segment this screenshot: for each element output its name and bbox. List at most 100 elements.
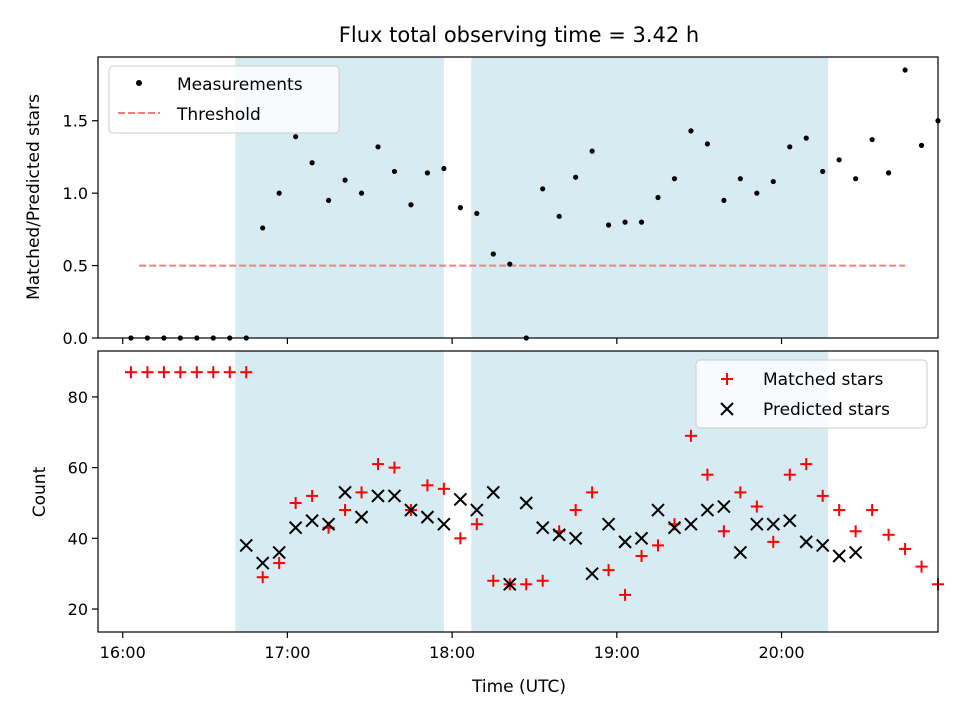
bottom-panel: 20 40 60 80 16:00 17:00 18:00 19:00 20:00 Count… [30, 350, 944, 697]
predicted-star-point [848, 545, 863, 560]
matched-star-point [207, 366, 220, 379]
measurement-point [325, 197, 332, 203]
bottom-x-axis-label: Time (UTC) [471, 677, 566, 697]
measurement-point [391, 168, 398, 175]
y-tick-label: 20 [68, 600, 88, 619]
matched-star-point [652, 539, 664, 552]
predicted-star-point [667, 521, 682, 535]
predicted-star-point [255, 556, 270, 570]
measurement-point [622, 219, 628, 225]
y-tick-label: 1.0 [63, 184, 88, 203]
predicted-star-point [783, 513, 797, 528]
y-tick-label: 60 [68, 459, 88, 478]
measurement-point [457, 205, 463, 211]
measurement-point [375, 144, 381, 150]
predicted-star-point [750, 517, 764, 531]
predicted-star-point [486, 485, 501, 500]
top-legend: Measurements Threshold [108, 65, 340, 134]
measurement-point [260, 225, 266, 231]
predicted-star-point [535, 521, 550, 535]
predicted-star-point [503, 577, 517, 591]
matched-star-point [223, 366, 236, 379]
predicted-star-point [387, 489, 402, 503]
matched-star-point [635, 550, 648, 563]
predicted-star-point [568, 531, 583, 546]
top-panel: 0.0 0.5 1.0 1.5 Matched/Predicted stars Mea… [24, 56, 941, 348]
measurement-point [490, 251, 496, 257]
top-y-axis-ticks: 0.0 0.5 1.0 1.5 [63, 112, 98, 348]
predicted-star-point [684, 517, 698, 531]
bottom-legend: Matched stars Predicted stars [695, 359, 928, 429]
matched-star-point [833, 504, 846, 517]
measurement-point [671, 176, 678, 182]
matched-star-point [240, 366, 253, 379]
predicted-star-point [338, 485, 352, 500]
x-tick-label: 16:00 [100, 643, 146, 662]
legend-marker-measurements [136, 80, 142, 86]
measurement-point [540, 186, 546, 192]
predicted-star-point [832, 549, 846, 563]
predicted-star-point [733, 545, 748, 560]
measurement-point [638, 219, 645, 225]
measurement-point [918, 142, 925, 148]
bottom-y-axis-ticks: 20 40 60 80 [68, 388, 98, 619]
matched-star-point [157, 366, 170, 379]
bottom-shaded-regions [235, 351, 829, 632]
bottom-x-axis-ticks: 16:00 17:00 18:00 19:00 20:00 [100, 632, 805, 662]
x-tick-label: 20:00 [758, 643, 804, 662]
matched-star-point [487, 574, 500, 587]
predicted-star-point [766, 517, 781, 531]
matched-star-point [866, 504, 879, 517]
measurement-point [408, 202, 414, 208]
measurement-point [721, 197, 727, 203]
matched-star-point [800, 458, 813, 471]
measurement-point [885, 170, 892, 176]
measurement-point [424, 170, 431, 176]
matched-star-point [783, 468, 796, 481]
predicted-star-point [585, 566, 599, 581]
predicted-stars-series [239, 485, 863, 591]
measurement-point [869, 136, 875, 143]
predicted-star-point [437, 517, 451, 531]
legend-label-measurements: Measurements [177, 75, 303, 95]
measurement-point [754, 190, 760, 196]
matched-star-point [355, 486, 368, 499]
measurement-point [688, 128, 694, 134]
matched-star-point [536, 574, 549, 587]
measurement-point [589, 148, 595, 154]
predicted-star-point [288, 521, 303, 535]
chart-title: Flux total observing time = 3.42 h [339, 23, 699, 47]
matched-star-point [141, 366, 154, 379]
measurement-point [358, 190, 365, 196]
matched-star-point [289, 496, 302, 509]
x-tick-label: 18:00 [429, 643, 475, 662]
measurement-point [309, 160, 315, 166]
measurement-point [820, 168, 826, 175]
predicted-star-point [717, 499, 731, 514]
y-tick-label: 0.0 [63, 329, 88, 348]
matched-star-point [717, 525, 730, 538]
matched-star-point [586, 486, 599, 499]
measurement-point [787, 144, 793, 150]
y-tick-label: 80 [68, 388, 88, 407]
measurement-point [902, 67, 908, 73]
matched-star-point [174, 366, 187, 379]
measurement-point [655, 194, 661, 201]
x-tick-label: 17:00 [264, 643, 310, 662]
predicted-star-point [470, 503, 484, 517]
predicted-star-point [651, 503, 665, 517]
matched-star-point [273, 557, 286, 570]
predicted-star-point [272, 545, 286, 560]
predicted-star-point [799, 535, 813, 549]
predicted-star-point [519, 496, 533, 510]
measurement-point [770, 178, 776, 185]
predicted-star-point [404, 503, 418, 517]
matched-star-point [190, 366, 203, 379]
legend-label-threshold: Threshold [176, 105, 261, 125]
measurement-point [605, 222, 612, 228]
matched-star-point [569, 504, 582, 517]
matched-star-point [619, 588, 632, 601]
measurements-series [128, 67, 941, 341]
matched-star-point [421, 479, 434, 492]
